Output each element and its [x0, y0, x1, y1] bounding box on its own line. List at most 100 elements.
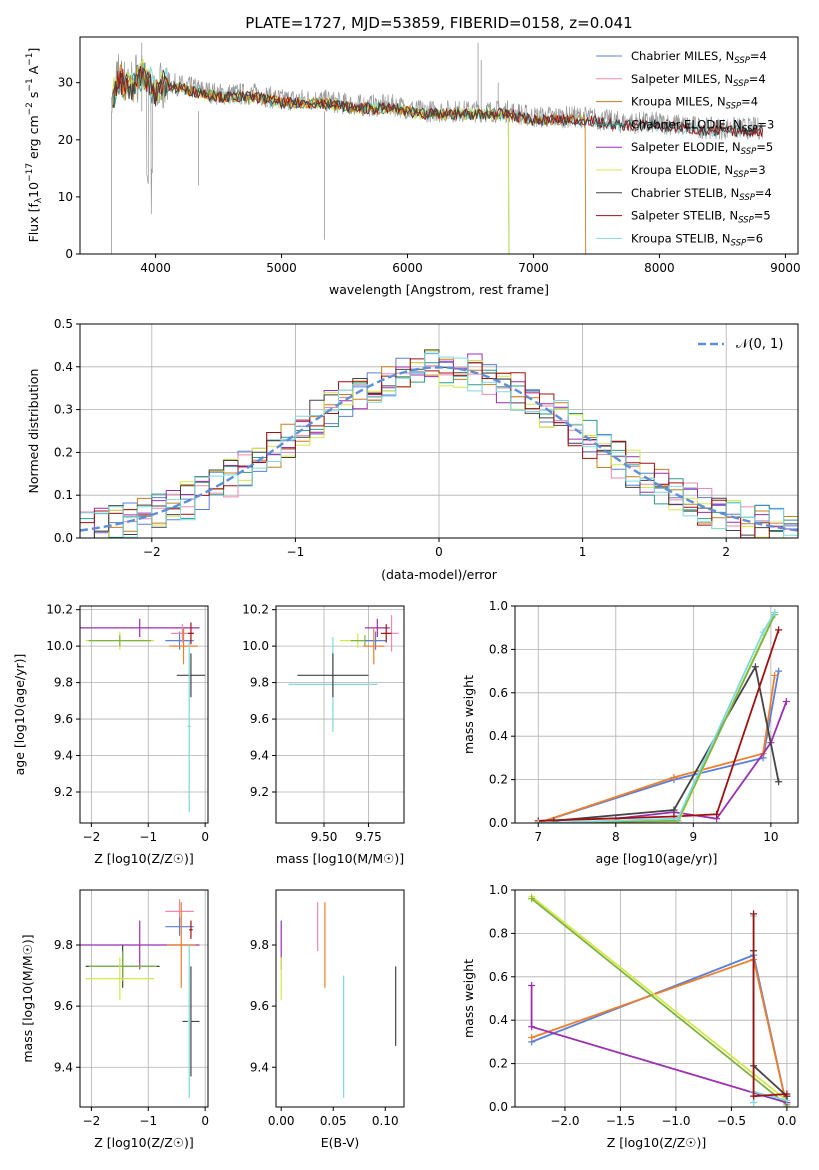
y-tick-label: 0.6 — [489, 970, 508, 984]
x-axis-label: Z [log10(Z/Z☉)] — [94, 1135, 194, 1150]
weight-line — [538, 629, 780, 822]
x-tick-label: 9 — [690, 830, 698, 844]
model-chabrier-stelib — [112, 67, 764, 138]
weight-line — [553, 664, 780, 822]
y-tick-label: 20 — [58, 133, 73, 147]
plot-area-7 — [528, 893, 791, 1107]
y-tick-label: 9.8 — [250, 938, 269, 952]
x-tick-label: 2 — [722, 545, 730, 559]
panel-4 — [511, 605, 798, 827]
axes-frame — [79, 36, 799, 255]
axes-frame — [79, 889, 209, 1108]
x-axis-label: E(B-V) — [321, 1135, 360, 1150]
weight-line — [531, 953, 788, 1107]
y-tick-label: 0.5 — [54, 317, 73, 331]
weight-marker — [534, 819, 542, 823]
weight-line — [538, 670, 780, 823]
x-tick-label: −1 — [139, 830, 157, 844]
model-salpeter-stelib — [112, 66, 764, 138]
weight-marker — [528, 895, 536, 903]
weight-line — [531, 897, 788, 1106]
plot-area-2 — [80, 618, 206, 813]
y-tick-label: 0.2 — [489, 773, 508, 787]
y-tick-label: 10 — [58, 190, 73, 204]
weight-line — [530, 985, 788, 1104]
y-tick-label: 1.0 — [489, 599, 508, 613]
plot-area-6 — [280, 902, 397, 1098]
y-tick-label: 9.6 — [54, 712, 73, 726]
weight-marker — [782, 697, 790, 705]
x-tick-label: −2 — [143, 545, 161, 559]
axes-frame — [275, 605, 405, 824]
x-axis-label: age [log10(age/yr)] — [596, 851, 718, 866]
histogram-chabrier-stelib — [80, 349, 798, 538]
normal-curve — [80, 366, 798, 532]
plot-area-1 — [80, 349, 798, 538]
y-tick-label: 0.0 — [489, 816, 508, 830]
weight-marker — [759, 628, 767, 636]
y-tick-label: 9.8 — [54, 676, 73, 690]
panel-7 — [511, 889, 798, 1111]
y-tick-label: 9.2 — [54, 785, 73, 799]
panel-1 — [76, 323, 798, 542]
panel-0 — [76, 82, 786, 258]
weight-marker — [750, 1092, 758, 1100]
y-axis-label: mass weight — [461, 959, 476, 1038]
y-tick-label: 10.0 — [242, 639, 269, 653]
x-axis-label: Z [log10(Z/Z☉)] — [94, 851, 194, 866]
y-tick-label: 9.8 — [54, 938, 73, 952]
y-tick-label: 10.2 — [242, 603, 269, 617]
plot-area-0 — [111, 42, 764, 254]
y-axis-label: Flux [fλ10−17 erg cm−2 s−1 A−1] — [25, 48, 44, 243]
x-tick-label: 4000 — [140, 261, 171, 275]
y-axis-label: Normed distribution — [26, 369, 41, 494]
y-tick-label: 9.2 — [250, 785, 269, 799]
x-tick-label: −1.0 — [661, 1114, 690, 1128]
x-tick-label: 1 — [579, 545, 587, 559]
x-tick-label: 0 — [201, 1114, 209, 1128]
x-tick-label: 10 — [763, 830, 778, 844]
x-tick-label: 0.0 — [777, 1114, 796, 1128]
legend-entry: Chabrier MILES, NSSP=4 — [631, 49, 767, 66]
weight-line — [752, 916, 788, 1103]
weight-marker — [670, 773, 678, 781]
y-tick-label: 9.4 — [250, 749, 269, 763]
weight-marker — [771, 609, 779, 617]
weight-marker — [528, 981, 536, 989]
weight-line — [752, 913, 787, 1098]
y-tick-label: 0.6 — [489, 686, 508, 700]
y-tick-label: 0.4 — [54, 360, 73, 374]
weight-marker — [750, 910, 758, 918]
plot-area-3 — [288, 615, 399, 732]
panel-6 — [272, 944, 386, 1111]
y-tick-label: 0.3 — [54, 403, 73, 417]
weight-marker — [775, 626, 783, 634]
x-tick-label: 7 — [534, 830, 542, 844]
weight-line — [538, 675, 776, 823]
x-tick-label: 6000 — [392, 261, 423, 275]
y-tick-label: 9.6 — [250, 999, 269, 1013]
x-axis-label: wavelength [Angstrom, rest frame] — [329, 282, 549, 297]
x-tick-label: −0.5 — [717, 1114, 746, 1128]
legend-entry: Chabrier ELODIE, NSSP=3 — [631, 117, 774, 134]
y-tick-label: 9.4 — [54, 1060, 73, 1074]
y-tick-label: 9.4 — [250, 1060, 269, 1074]
axes-frame — [79, 605, 209, 824]
y-tick-label: 9.4 — [54, 749, 73, 763]
y-tick-label: 10.2 — [46, 603, 73, 617]
y-axis-label: age [log10(age/yr)] — [12, 654, 27, 776]
x-tick-label: 9.75 — [355, 830, 382, 844]
weight-marker — [750, 1099, 758, 1107]
y-tick-label: 0.0 — [54, 531, 73, 545]
x-tick-label: 0.10 — [372, 1114, 399, 1128]
y-tick-label: 0.4 — [489, 729, 508, 743]
plot-area-5 — [80, 899, 200, 1098]
legend-entry: Kroupa STELIB, NSSP=6 — [631, 231, 763, 248]
x-axis-label: (data-model)/error — [381, 567, 498, 582]
weight-line — [531, 958, 788, 1107]
weight-marker — [528, 1034, 536, 1042]
histogram-kroupa-stelib — [80, 352, 798, 538]
x-tick-label: 0 — [435, 545, 443, 559]
y-axis-label: mass [log10(M/M☉)] — [20, 934, 35, 1062]
x-tick-label: 0 — [201, 830, 209, 844]
